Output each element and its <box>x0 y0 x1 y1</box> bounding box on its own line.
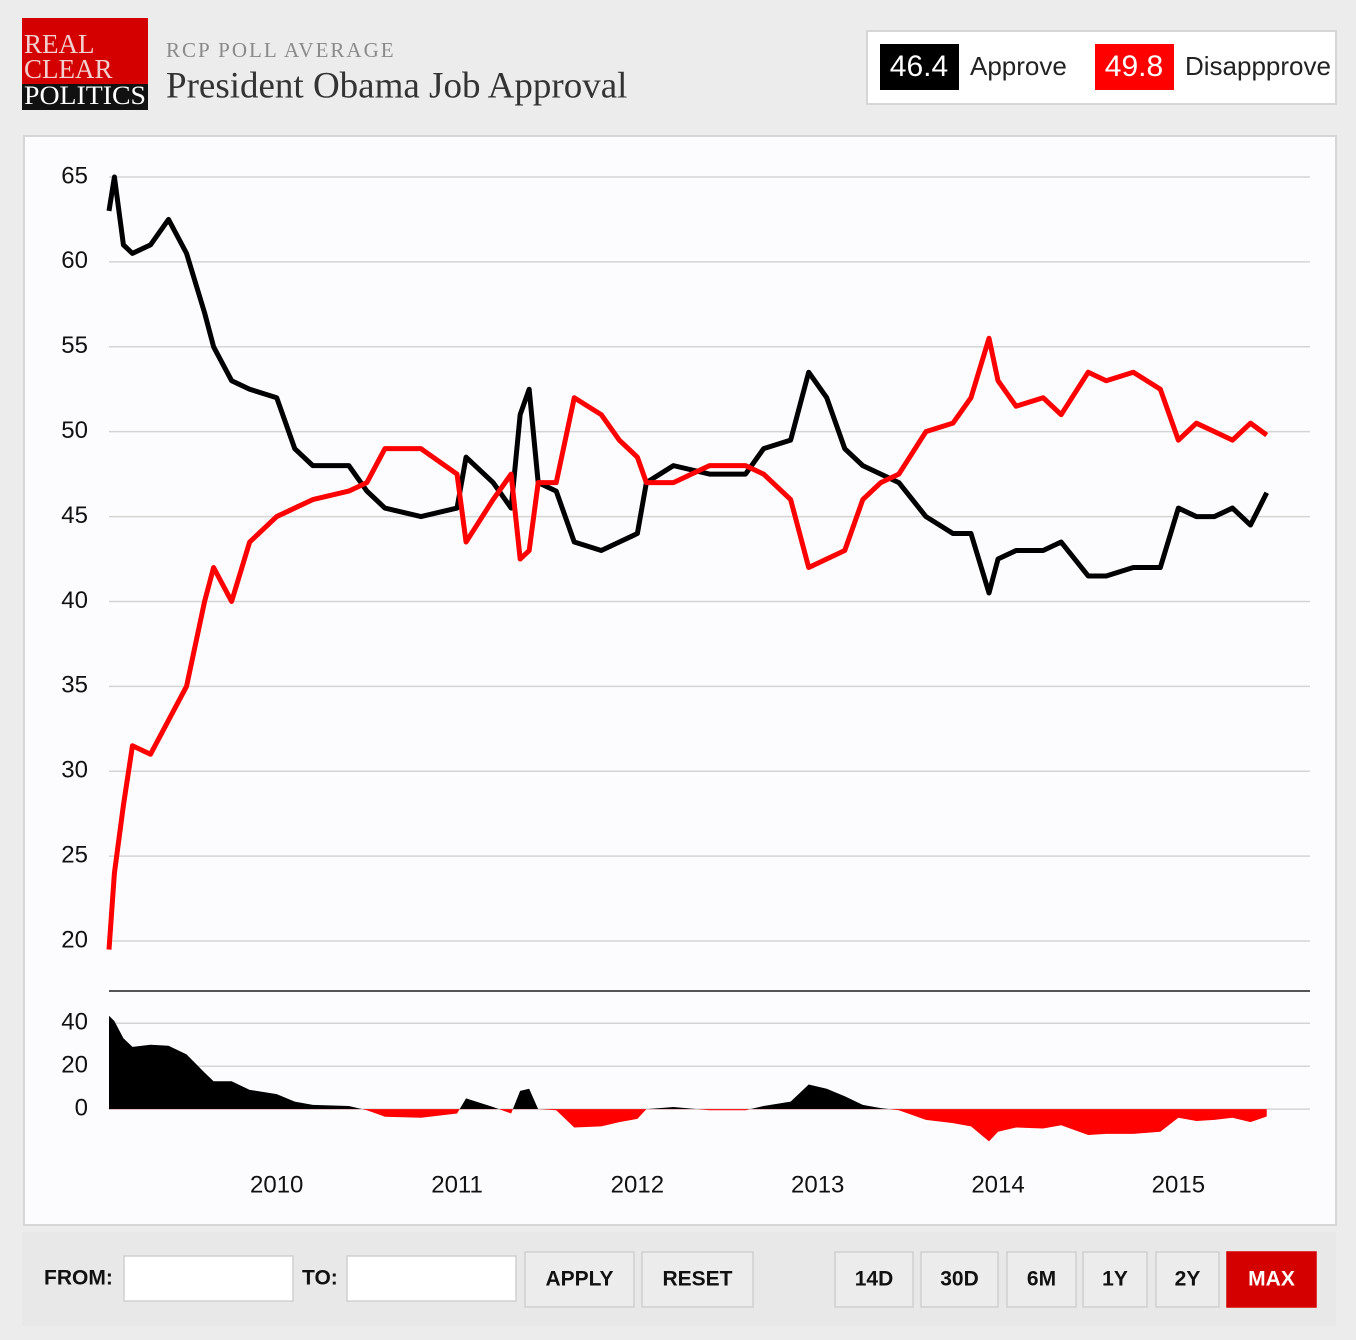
button[interactable]: 14D <box>834 1251 914 1308</box>
button[interactable]: 2Y <box>1155 1251 1220 1308</box>
line-series <box>106 174 1269 596</box>
logo-text: POLITICS <box>24 81 146 110</box>
button-face <box>920 1251 999 1308</box>
logo-text: REAL <box>24 29 95 59</box>
button-label: 2Y <box>1175 1268 1201 1291</box>
disapprove-label: Disappprove <box>1185 51 1331 81</box>
y-tick-label: 25 <box>61 841 88 868</box>
y2-tick-label: 40 <box>61 1009 88 1036</box>
approve-label: Approve <box>970 51 1067 81</box>
button-label: 6M <box>1027 1268 1056 1291</box>
button[interactable]: 1Y <box>1082 1251 1148 1308</box>
logo-text: CLEAR <box>24 54 113 84</box>
from-input[interactable] <box>123 1255 294 1302</box>
y2-tick-label: 0 <box>75 1095 88 1122</box>
button-face <box>1226 1251 1317 1308</box>
button-face <box>1082 1251 1148 1308</box>
y-tick-label: 50 <box>61 417 88 444</box>
chart-title: President Obama Job Approval <box>166 65 627 106</box>
button-face <box>834 1251 914 1308</box>
to-input[interactable] <box>346 1255 517 1302</box>
button-face <box>641 1251 754 1308</box>
button-label: RESET <box>662 1268 732 1291</box>
button[interactable]: MAX <box>1226 1251 1317 1308</box>
button[interactable]: 30D <box>920 1251 999 1308</box>
disapprove-value: 49.8 <box>1105 50 1163 83</box>
x-tick-label: 2011 <box>431 1171 483 1198</box>
disapprove-badge <box>1095 44 1174 90</box>
y-tick-label: 45 <box>61 502 88 529</box>
button[interactable]: APPLY <box>524 1251 635 1308</box>
from-label: FROM: <box>44 1267 113 1290</box>
button[interactable]: RESET <box>641 1251 754 1308</box>
x-tick-label: 2012 <box>611 1171 664 1198</box>
y-tick-label: 60 <box>61 247 88 274</box>
chart-panel <box>23 135 1337 1226</box>
approve-badge <box>880 44 959 90</box>
y-tick-label: 40 <box>61 587 88 614</box>
y-tick-label: 65 <box>61 162 88 189</box>
logo-band <box>22 84 148 110</box>
line-series <box>106 335 1269 950</box>
y-tick-label: 20 <box>61 926 88 953</box>
button-face <box>1155 1251 1220 1308</box>
approve-value: 46.4 <box>890 50 948 83</box>
y-tick-label: 55 <box>61 332 88 359</box>
button-face <box>524 1251 635 1308</box>
y2-tick-label: 20 <box>61 1052 88 1079</box>
x-tick-label: 2013 <box>791 1171 844 1198</box>
y-tick-label: 30 <box>61 757 88 784</box>
button-label: 1Y <box>1102 1268 1128 1291</box>
x-tick-label: 2010 <box>250 1171 303 1198</box>
button-face <box>1006 1251 1077 1308</box>
to-label: TO: <box>302 1267 338 1290</box>
button-label: 30D <box>940 1268 979 1291</box>
button-label: APPLY <box>545 1268 613 1291</box>
spread-area-positive <box>109 1015 889 1109</box>
button[interactable]: 6M <box>1006 1251 1077 1308</box>
kicker: RCP POLL AVERAGE <box>166 38 396 62</box>
y-tick-label: 35 <box>61 672 88 699</box>
button-label: 14D <box>855 1268 894 1291</box>
x-tick-label: 2014 <box>971 1171 1024 1198</box>
button-label: MAX <box>1248 1268 1295 1291</box>
x-tick-label: 2015 <box>1152 1171 1205 1198</box>
spread-area-negative <box>109 1109 1267 1142</box>
